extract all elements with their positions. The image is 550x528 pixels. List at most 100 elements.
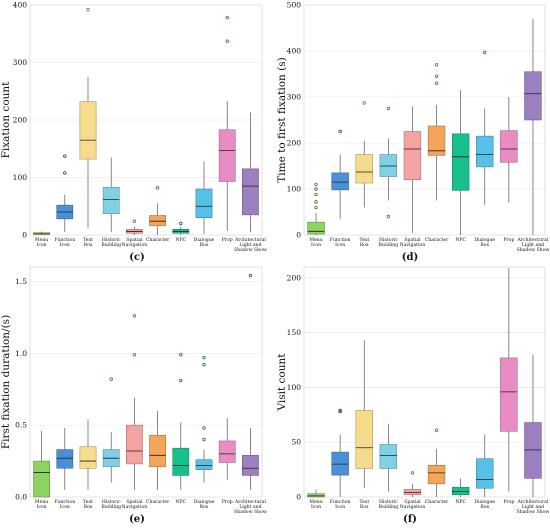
outlier-point [86,7,90,12]
x-tick-label: Box [480,242,489,248]
x-tick-label: Spatial [404,237,421,243]
x-tick-label: Menu [35,237,48,243]
chart-panel: 0.0 0.5 1.0 1.5 First fixation duration/(s) M… [0,266,267,525]
outlier-point [314,200,318,204]
box [355,340,373,489]
y-tick-label: 0 [296,493,301,502]
x-tick-label: Text [359,499,369,505]
y-tick-label: 300 [287,93,302,102]
outlier-point [202,437,206,442]
x-tick-label: Icon [37,504,47,510]
x-tick-label: Shadow Show [234,509,267,515]
box [33,430,50,498]
x-tick-label: Text [83,237,93,243]
box-body [307,493,325,498]
x-tick-label: Box [360,504,369,510]
box-body [195,459,213,470]
x-tick-label: NPC [175,499,186,505]
box [500,97,518,203]
x-tick-label: Character [425,499,449,505]
x-tick-label: Function [54,499,75,505]
x-tick-label: Dialogue [194,237,215,243]
x-tick-label: Icon [335,504,345,510]
box [242,273,259,490]
box [524,18,542,235]
y-tick-label: 1.0 [15,349,27,358]
x-tick-label: Navigation [400,242,426,248]
x-tick-label: Architectural [234,499,266,505]
x-tick-label: Prop [503,499,514,505]
box-body [355,410,373,469]
box [427,428,446,497]
x-tick-label: Historic [102,237,121,243]
x-tick-label: Architectural [234,237,266,243]
box [218,15,236,231]
box [149,410,166,490]
x-tick-label: Prop [503,237,514,243]
outlier-point [483,50,487,55]
outlier-point [314,205,318,210]
box [172,221,190,235]
panel-label: (d) [402,252,418,263]
x-tick-label: Navigation [122,504,148,510]
outlier-point [248,273,253,278]
y-tick-label: 200 [13,116,28,125]
box [500,268,518,492]
box-body [451,133,470,191]
outlier-point [434,74,439,78]
x-tick-label: Building [101,242,121,248]
box-body [218,440,236,463]
y-tick-label: 150 [287,328,302,337]
x-tick-label: Icon [37,242,47,248]
box [476,434,494,497]
box-body [149,434,166,468]
x-tick-label: Dialogue [474,237,495,243]
y-tick-label: 400 [13,1,28,10]
box [451,478,470,497]
outlier-point [109,377,113,381]
y-tick-label: 100 [13,173,28,182]
box [379,106,398,219]
x-tick-label: Prop [222,499,233,505]
box [102,377,120,483]
x-tick-label: Function [330,499,351,505]
x-tick-label: Menu [35,499,48,505]
outlier-point [314,187,318,191]
x-tick-label: Historic [102,499,121,505]
outlier-point [132,219,137,223]
box-body [126,424,143,465]
box [331,408,349,497]
box-body [476,135,494,168]
box [307,489,325,498]
y-tick-label: 200 [287,273,302,282]
box-body [79,101,97,160]
panel-label: (e) [129,514,145,525]
box [427,63,446,201]
chart-panel: 0 100 200 300 400 500 Time to first fixation (… [276,1,549,264]
x-tick-label: Box [480,504,489,510]
box [33,231,50,235]
outlier-point [314,182,318,187]
box-body [403,131,422,181]
box-body [242,455,259,476]
box-body [427,464,446,485]
x-tick-label: Light and [522,504,544,510]
box [56,428,74,490]
outlier-point [63,171,67,175]
outlier-point [225,39,229,43]
box [524,354,542,497]
y-tick-label: 500 [287,1,302,10]
box-body [102,187,120,214]
y-tick-label: 300 [13,58,28,67]
x-tick-label: Character [146,237,170,243]
box [172,352,190,490]
box [331,129,349,219]
x-tick-label: Character [425,237,449,243]
box-body [476,458,494,489]
x-tick-label: Light and [239,504,261,510]
outlier-point [386,106,391,111]
box [102,157,120,233]
x-tick-label: Shadow Show [517,247,550,253]
x-tick-label: Character [146,499,170,505]
